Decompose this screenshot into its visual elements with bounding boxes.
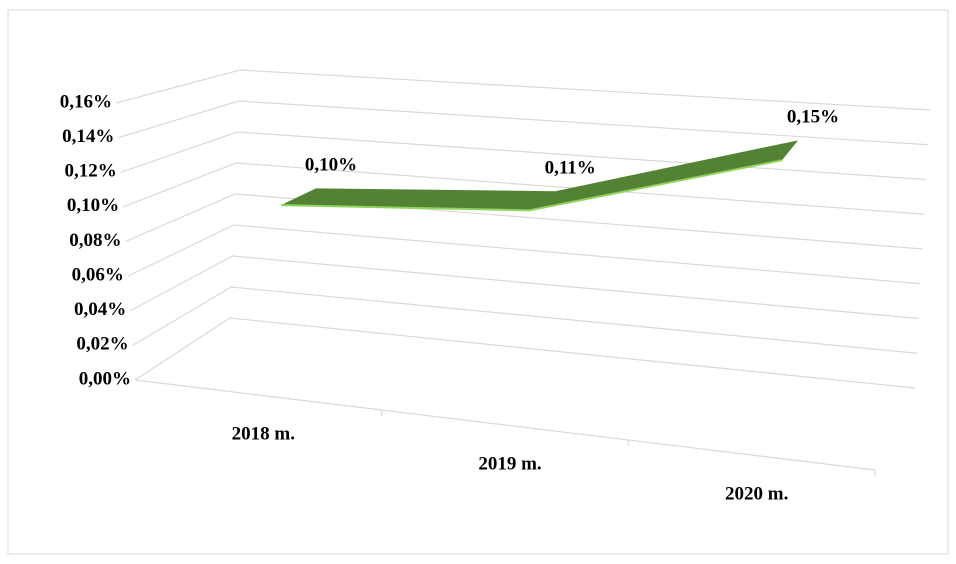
ribbon-face xyxy=(281,140,799,211)
y-tick-label: 0,06% xyxy=(72,264,124,285)
y-tick-label: 0,14% xyxy=(62,126,114,147)
y-tick-label: 0,10% xyxy=(67,195,119,216)
y-tick-label: 0,00% xyxy=(79,368,131,389)
grid-line xyxy=(132,286,917,354)
line xyxy=(280,159,783,212)
y-tick-label: 0,12% xyxy=(65,161,117,182)
grid-line xyxy=(118,100,929,146)
y-tick-label: 0,02% xyxy=(76,334,128,355)
chart-border xyxy=(7,9,949,555)
x-tick-label: 2019 m. xyxy=(478,453,541,474)
x-axis xyxy=(134,379,876,471)
data-label: 0,10% xyxy=(305,155,357,176)
grid-line xyxy=(129,255,919,320)
grid-line xyxy=(134,317,916,389)
grid-line xyxy=(125,193,923,250)
y-tick-label: 0,04% xyxy=(74,299,126,320)
data-label: 0,15% xyxy=(787,107,839,128)
x-tick-label: 2020 m. xyxy=(725,483,788,504)
x-tick-label: 2018 m. xyxy=(232,423,295,444)
y-tick-label: 0,08% xyxy=(69,230,121,251)
grid-line xyxy=(122,162,925,215)
data-label: 0,11% xyxy=(545,158,596,179)
y-tick-label: 0,16% xyxy=(60,91,112,112)
grid-line xyxy=(127,224,921,285)
grid-line xyxy=(120,131,927,181)
grid-line xyxy=(115,69,931,111)
